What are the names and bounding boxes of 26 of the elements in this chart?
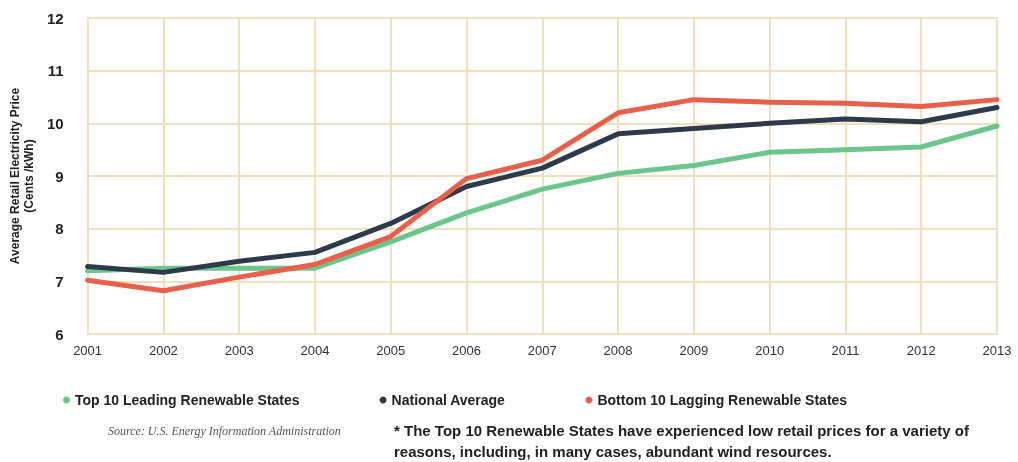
y-tick-label: 8 <box>55 220 64 238</box>
y-tick-label: 6 <box>55 325 64 343</box>
x-tick-label: 2004 <box>300 343 330 358</box>
legend-label: Top 10 Leading Renewable States <box>75 392 300 408</box>
source-note: Source: U.S. Energy Information Administration <box>108 424 341 438</box>
x-tick-label: 2007 <box>527 343 557 358</box>
x-tick-label: 2010 <box>755 343 785 358</box>
y-tick-label: 10 <box>46 114 64 132</box>
x-tick-label: 2006 <box>452 343 481 358</box>
x-tick-label: 2013 <box>982 343 1012 358</box>
x-tick-label: 2001 <box>73 343 103 358</box>
x-tick-label: 2012 <box>906 343 936 358</box>
y-tick-label: 12 <box>46 9 64 27</box>
text: * The Top 10 Renewable States have experienced low retail prices for a variety of reasons, including, in many cases, abundant wind resources. <box>394 422 974 460</box>
x-tick-label: 2009 <box>679 343 709 358</box>
x-tick-label: 2003 <box>224 343 254 358</box>
y-tick-label: 9 <box>55 167 64 185</box>
y-tick-label: 7 <box>55 272 64 290</box>
y-tick-label: 11 <box>47 62 64 80</box>
x-tick-label: 2002 <box>148 343 178 358</box>
x-tick-label: 2011 <box>831 343 860 358</box>
y-axis-title: Average Retail Electricity Price (Cents /kWh) <box>8 87 36 265</box>
x-tick-label: 2005 <box>376 343 406 358</box>
legend-label: Bottom 10 Lagging Renewable States <box>597 392 848 408</box>
legend-label: National Average <box>391 392 506 408</box>
x-tick-label: 2008 <box>603 343 633 358</box>
